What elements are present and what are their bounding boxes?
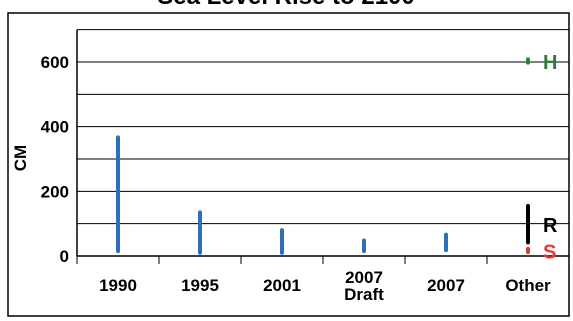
- range-label: S: [543, 242, 556, 264]
- y-tick-label: 600: [41, 53, 69, 72]
- range-label: H: [543, 52, 557, 74]
- y-tick-labels: 0 200 400 600: [41, 53, 69, 266]
- plot-frame: [7, 12, 570, 317]
- y-tick-label: 0: [60, 247, 69, 266]
- x-tick-label: 1995: [181, 276, 219, 295]
- range-bars: [116, 57, 530, 255]
- x-tick-label: 2007: [427, 276, 465, 295]
- y-tick-label: 200: [41, 182, 69, 201]
- y-axis-label: CM: [11, 145, 30, 171]
- y-tick-label: 400: [41, 118, 69, 137]
- chart-title: Sea Level Rise to 2100: [157, 0, 414, 10]
- x-tick-label: 2001: [263, 276, 301, 295]
- x-tick-label: 1990: [99, 276, 137, 295]
- x-tick-label: Other: [505, 276, 551, 295]
- x-tick-label: 2007: [345, 268, 383, 287]
- range-label: R: [543, 215, 558, 237]
- x-tick-label: Draft: [344, 285, 384, 304]
- grid-lines: [76, 29, 570, 264]
- range-annotations: H RS: [543, 52, 558, 263]
